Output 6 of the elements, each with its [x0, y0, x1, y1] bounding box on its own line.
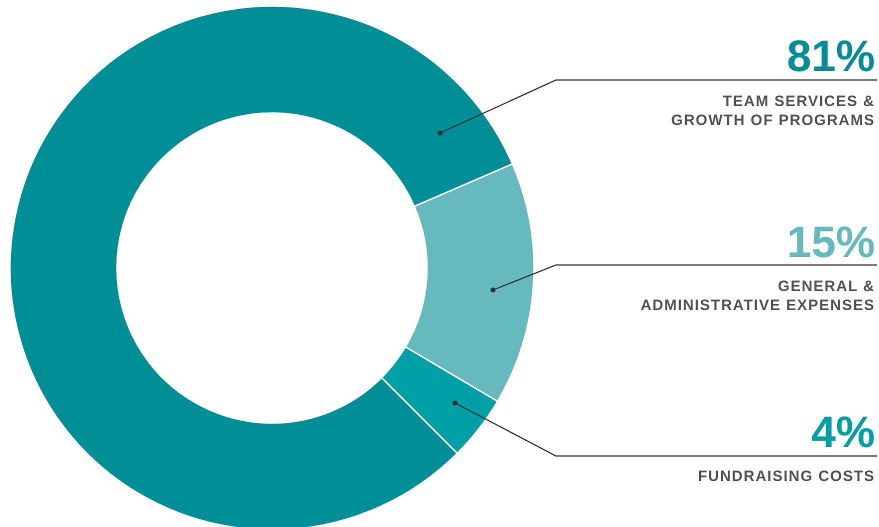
data-label: 15% [786, 218, 875, 267]
slice-label: FUNDRAISING COSTS [698, 467, 875, 486]
slice-label: TEAM SERVICES & GROWTH OF PROGRAMS [671, 92, 875, 130]
data-label: 4% [811, 408, 875, 457]
data-label: 81% [786, 32, 875, 81]
slice-label: GENERAL & ADMINISTRATIVE EXPENSES [640, 277, 875, 315]
